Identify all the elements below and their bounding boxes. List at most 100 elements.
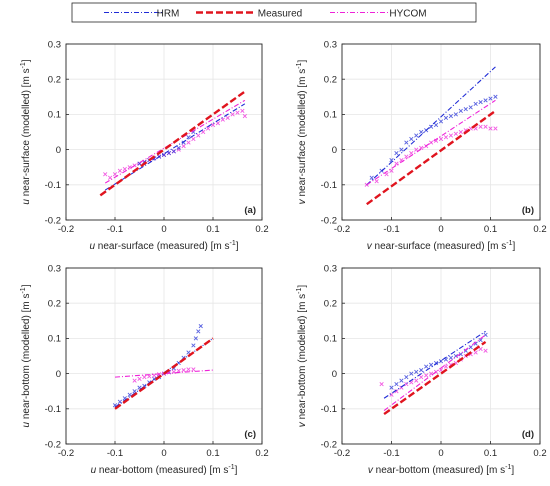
scatter-point-hycom [176,368,181,373]
scatter-point-hrm [176,145,181,150]
x-tick-label: -0.1 [107,448,123,459]
scatter-point-hrm [483,98,488,103]
x-tick-label: -0.2 [334,448,350,459]
scatter-point-hrm [443,115,449,121]
scatter-point-hrm [428,124,434,129]
scatter-point-hrm [458,352,463,357]
scatter-point-hycom [215,121,221,126]
legend-label-hycom: HYCOM [389,9,426,20]
scatter-point-hycom [103,172,108,177]
scatter-point-hrm [468,345,473,350]
x-tick-label: 0.2 [533,224,546,235]
scatter-point-hycom [389,168,394,173]
scatter-point-hrm [458,108,463,113]
chart-panel-b: -0.2 -0.1 0 0.1 0.2 -0.2 -0.1 0 0.1 0.2 0.3 (b) v ne… [296,39,547,252]
y-axis-label: v near-bottom (modelled) [m s-1] [296,285,308,428]
fit-line-hrm [383,330,486,399]
scatter-point-hycom [176,147,181,152]
scatter-point-hycom [191,136,196,142]
scatter-point-hycom [230,112,235,117]
scatter-point-hycom [478,124,483,129]
x-tick-label: -0.1 [107,224,123,235]
scatter-point-hrm [399,147,404,152]
panel-label: (d) [522,429,534,440]
scatter-point-hrm [196,329,201,334]
scatter-point-hycom [127,165,132,170]
scatter-point-hycom [438,136,444,142]
scatter-point-hycom [453,131,458,136]
x-tick-label: 0.1 [206,448,219,459]
scatter-point-hycom [483,124,488,129]
y-axis-label: v near-surface (modelled) [m s-1] [296,59,308,204]
x-axis-label: u near-surface (measured) [m s-1] [89,240,238,252]
scatter-point-hycom [210,122,216,128]
y-tick-label: -0.1 [321,404,337,415]
scatter-point-hycom [493,126,498,131]
scatter-point-hrm [463,107,468,112]
scatter-point-hycom [428,140,434,145]
y-tick-label: -0.2 [321,215,337,226]
scatter-point-hrm [419,129,424,135]
scatter-point-hrm [488,96,493,101]
scatter-point-hycom [235,110,240,115]
scatter-point-hrm [433,122,439,128]
y-tick-label: -0.2 [45,439,61,450]
y-axis-label: u near-surface (modelled) [m s-1] [20,59,32,204]
scatter-point-hycom [414,378,419,383]
x-tick-label: 0.1 [484,224,497,235]
x-tick-label: -0.2 [58,448,74,459]
legend-label-hrm: HRM [157,9,180,20]
fit-line-hrm [366,66,496,186]
fit-line-measured [114,337,214,410]
y-tick-label: 0.2 [48,299,61,310]
scatter-point-hrm [414,133,419,138]
scatter-point-hrm [463,348,468,353]
scatter-point-hycom [132,378,137,383]
scatter-point-hrm [389,385,394,390]
y-tick-label: 0.1 [324,334,337,345]
scatter-point-hycom [448,133,454,138]
scatter-point-hrm [493,94,498,99]
scatter-point-hycom [458,129,463,135]
scatter-point-hycom [483,348,488,353]
y-tick-label: -0.2 [45,215,61,226]
x-tick-label: -0.2 [58,224,74,235]
chart-panel-c: -0.2 -0.1 0 0.1 0.2 -0.2 -0.1 0 0.1 0.2 0.3 (c) u ne… [20,263,269,476]
scatter-point-hycom [443,135,449,140]
scatter-point-hycom [117,168,123,173]
x-tick-label: -0.2 [334,224,350,235]
chart-panel-d: -0.2 -0.1 0 0.1 0.2 -0.2 -0.1 0 0.1 0.2 0.3 (d) v ne… [296,263,547,476]
scatter-point-hrm [161,152,167,157]
scatter-point-hycom [191,367,196,372]
scatter-point-hrm [404,375,409,380]
panel-label: (c) [244,429,256,440]
fit-line-measured [366,109,497,206]
scatter-point-hrm [478,338,483,343]
scatter-point-hycom [181,143,186,149]
scatter-point-hycom [394,389,399,394]
scatter-point-hycom [186,140,191,145]
x-tick-label: 0 [438,224,443,235]
scatter-point-hrm [419,367,424,373]
scatter-point-hycom [225,115,230,121]
scatter-point-hrm [404,140,409,145]
scatter-point-hrm [191,343,196,348]
scatter-point-hycom [419,375,424,380]
x-tick-label: -0.1 [383,224,399,235]
scatter-point-hrm [424,364,429,369]
scatter-point-hycom [394,161,399,166]
scatter-point-hrm [473,101,478,106]
y-tick-label: 0.3 [48,39,61,50]
scatter-point-hycom [137,376,142,381]
scatter-point-hycom [220,117,225,122]
scatter-point-hrm [478,99,483,105]
scatter-point-hrm [152,376,157,381]
scatter-point-hrm [394,151,399,156]
scatter-point-hrm [394,382,399,387]
y-tick-label: 0.1 [48,110,61,121]
x-axis-label: v near-bottom (measured) [m s-1] [368,464,515,476]
panel-label: (a) [244,205,256,216]
y-tick-label: -0.2 [321,439,337,450]
y-tick-label: 0.2 [48,75,61,86]
x-tick-label: 0.1 [484,448,497,459]
